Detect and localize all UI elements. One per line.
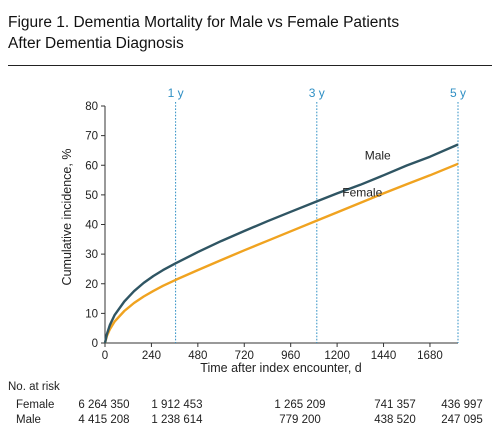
series-line-male <box>103 143 459 344</box>
series-line-female <box>103 162 459 344</box>
y-tick-label: 20 <box>85 279 98 291</box>
y-tick-label: 30 <box>85 249 98 261</box>
y-tick-label: 60 <box>85 160 98 172</box>
y-axis-title: Cumulative incidence, % <box>60 149 74 286</box>
figure-title: Figure 1. Dementia Mortality for Male vs… <box>8 12 478 54</box>
figure-title-line-1: Figure 1. Dementia Mortality for Male vs… <box>8 14 400 31</box>
series-label-female: Female <box>342 185 382 199</box>
year-reference-lines: 1 y 3 y 5 y <box>168 86 466 343</box>
reference-line-label: 3 y <box>309 86 325 100</box>
x-tick-label: 0 <box>102 350 108 362</box>
y-tick-label: 80 <box>85 101 98 113</box>
series-annotations: Male Female <box>342 148 391 199</box>
y-tick-label: 10 <box>85 308 98 320</box>
x-tick-label: 1200 <box>324 350 350 362</box>
x-axis: 0 240 480 720 960 1200 1440 1680 <box>102 342 458 362</box>
y-tick-label: 40 <box>85 220 98 232</box>
y-tick-label: 50 <box>85 190 98 202</box>
y-axis: 0 10 20 30 40 50 60 70 80 <box>85 101 106 350</box>
y-tick-label: 70 <box>85 131 98 143</box>
x-tick-label: 720 <box>235 350 254 362</box>
reference-line-label: 1 y <box>168 86 184 100</box>
x-tick-label: 1440 <box>371 350 397 362</box>
x-tick-label: 480 <box>188 350 207 362</box>
figure-title-line-2: After Dementia Diagnosis <box>8 35 184 52</box>
y-tick-label: 0 <box>92 338 98 350</box>
x-tick-label: 1680 <box>417 350 443 362</box>
x-tick-label: 960 <box>281 350 300 362</box>
x-tick-label: 240 <box>142 350 161 362</box>
x-axis-title: Time after index encounter, d <box>200 361 361 375</box>
series-label-male: Male <box>365 148 391 162</box>
title-divider <box>8 65 492 67</box>
series-lines <box>103 143 459 344</box>
reference-line-label: 5 y <box>450 86 466 100</box>
